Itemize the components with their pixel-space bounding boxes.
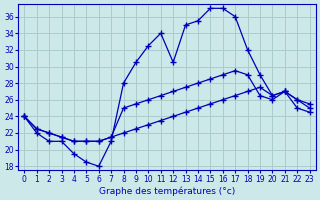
X-axis label: Graphe des températures (°c): Graphe des températures (°c) bbox=[99, 186, 235, 196]
